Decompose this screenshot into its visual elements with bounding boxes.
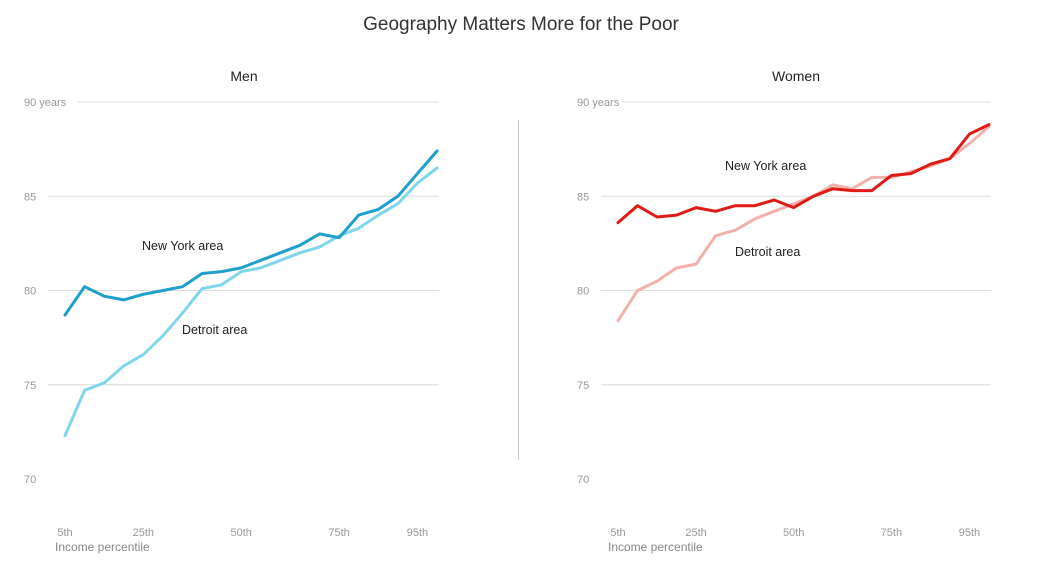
panel-1-x-tick-label: 25th — [685, 527, 706, 539]
panel-1-y-tick-label: 80 — [577, 286, 589, 298]
panel-1-x-axis-label: Income percentile — [608, 540, 703, 554]
panel-0-y-tick-label: 70 — [24, 474, 36, 486]
panel-1-series-detroit-line — [616, 125, 991, 323]
panel-1-title: Women — [772, 68, 820, 84]
panel-0-x-tick-label: 95th — [407, 527, 428, 539]
panel-0-series-label: New York area — [142, 239, 223, 253]
panel-1-series-label: Detroit area — [735, 245, 800, 259]
panel-1-x-tick-label: 95th — [959, 527, 980, 539]
panel-0-series-label: Detroit area — [182, 323, 247, 337]
panel-1-y-tick-label: 70 — [577, 474, 589, 486]
panel-1-x-tick-label: 5th — [610, 527, 625, 539]
panel-1-y-tick-label: 85 — [577, 191, 589, 203]
panel-1-y-tick-label: 75 — [577, 380, 589, 392]
panel-0-x-tick-label: 5th — [57, 527, 72, 539]
panel-0-x-tick-label: 50th — [230, 527, 251, 539]
panel-1-series-label: New York area — [725, 159, 806, 173]
panel-divider — [518, 120, 519, 460]
panel-1-series-new-york-line — [616, 123, 991, 225]
panel-0-title: Men — [230, 68, 257, 84]
panel-0-y-tick-label: 75 — [24, 380, 36, 392]
panel-0-series-new-york-line — [63, 149, 439, 317]
panel-1-x-tick-label: 50th — [783, 527, 804, 539]
panel-1-x-tick-label: 75th — [881, 527, 902, 539]
panel-0-x-tick-label: 25th — [133, 527, 154, 539]
chart-title: Geography Matters More for the Poor — [363, 14, 679, 35]
panel-0-y-tick-label: 85 — [24, 191, 36, 203]
panel-0-x-tick-label: 75th — [328, 527, 349, 539]
panel-1-y-tick-label: 90 years — [577, 97, 620, 109]
panel-0-y-tick-label: 80 — [24, 286, 36, 298]
panel-0-x-axis-label: Income percentile — [55, 540, 150, 554]
panel-0-series-detroit-line — [63, 166, 439, 438]
panel-0-y-tick-label: 90 years — [24, 97, 67, 109]
